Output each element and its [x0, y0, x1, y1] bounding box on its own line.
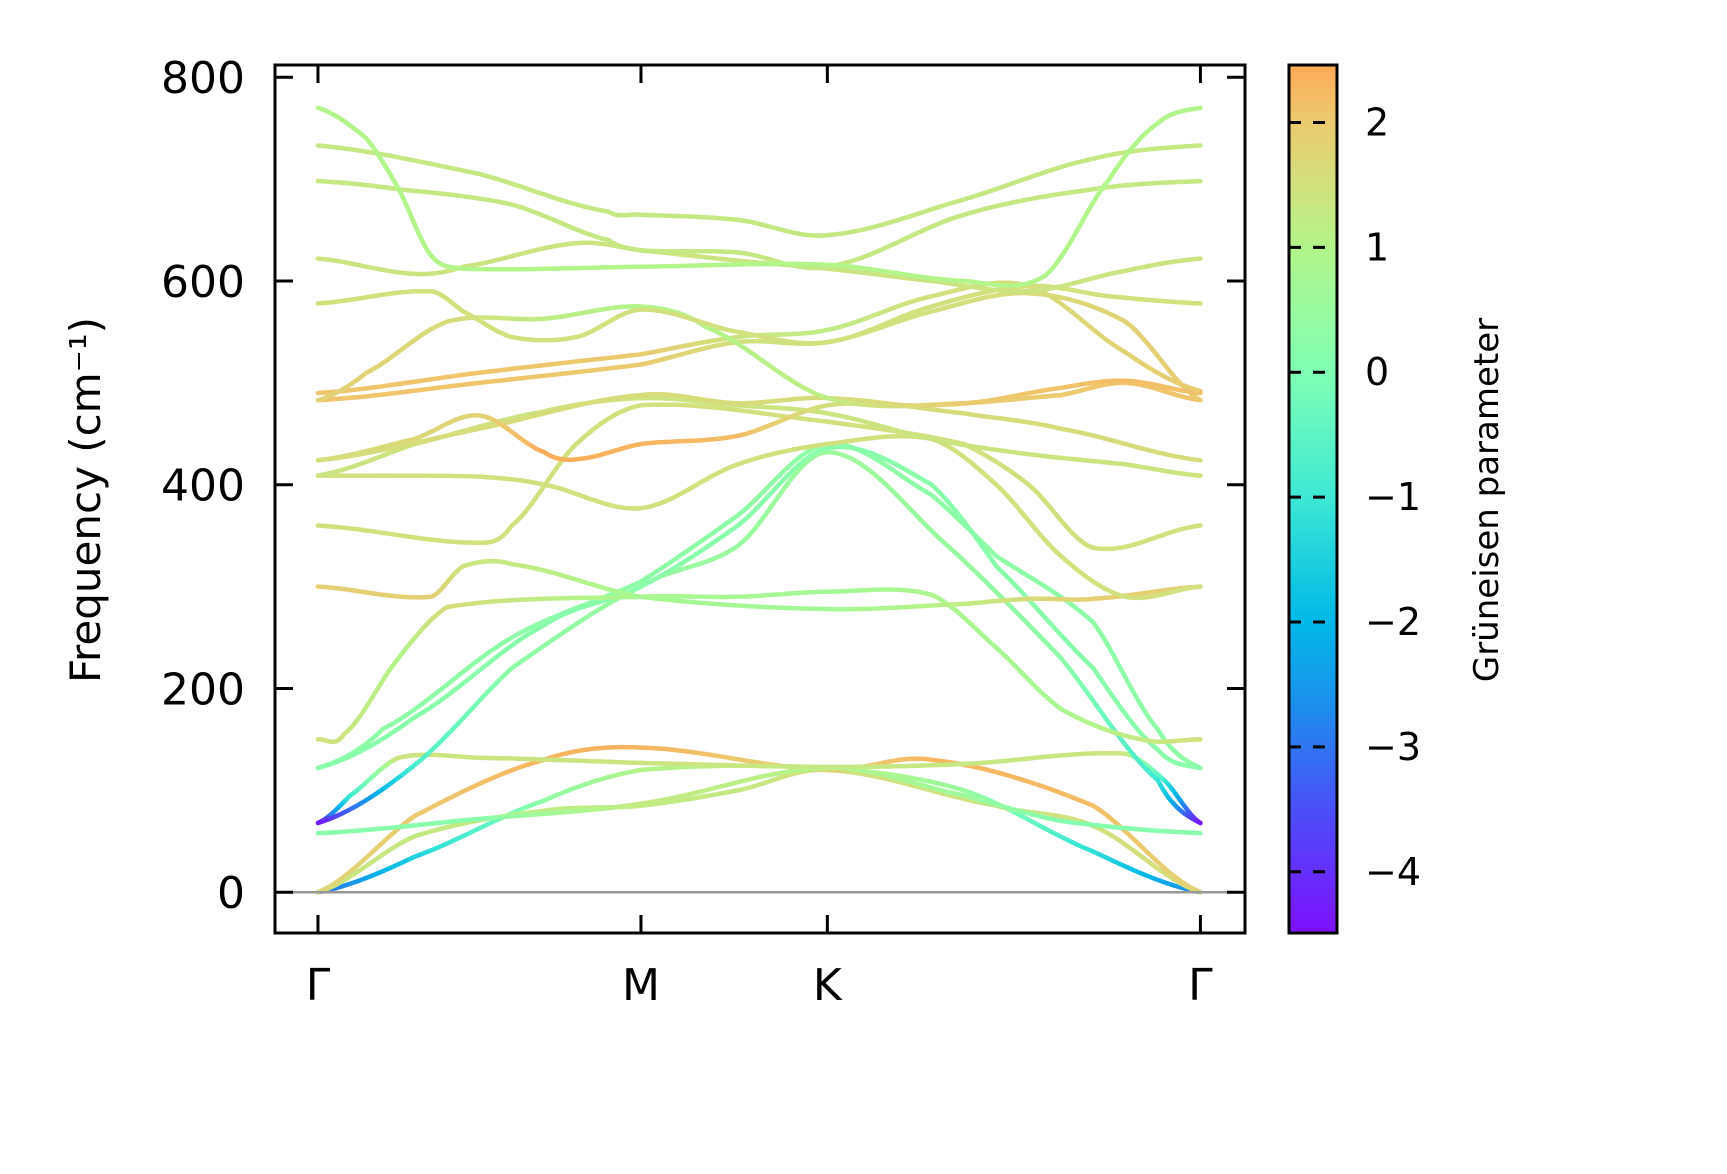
colorbar-title: Grüneisen parameter [1467, 318, 1507, 682]
y-tick-label: 600 [161, 257, 245, 308]
band-15 [315, 380, 1203, 463]
y-tick-label: 800 [161, 53, 245, 104]
band-19 [315, 283, 1203, 346]
kpoint-label: K [813, 960, 843, 1011]
y-axis-title: Frequency (cm⁻¹) [61, 317, 110, 683]
y-tick-label: 0 [217, 868, 245, 919]
band-12 [315, 433, 1203, 601]
kpoint-label: Γ [1188, 960, 1213, 1011]
band-segment [1191, 523, 1203, 529]
band-9 [315, 587, 1203, 745]
band-4 [315, 765, 1203, 836]
colorbar-tick-label: −1 [1365, 475, 1421, 519]
plot-frame [273, 63, 1247, 935]
y-tick-label: 200 [161, 664, 245, 715]
colorbar-tick-label: 1 [1365, 225, 1389, 269]
band-21 [315, 178, 1203, 271]
colorbar [1287, 63, 1339, 935]
band-lines [315, 105, 1203, 895]
band-segment [1193, 395, 1203, 403]
colorbar-tick-label: 0 [1365, 350, 1389, 394]
band-8 [315, 444, 1203, 771]
colorbar-ticks: 2 1 0 −1 −2 −3 −4 [1289, 100, 1421, 894]
kpoint-label: Γ [306, 960, 331, 1011]
y-tick-label: 400 [161, 461, 245, 512]
band-23 [315, 105, 1203, 288]
colorbar-tick-label: −4 [1365, 850, 1421, 894]
colorbar-tick-label: −3 [1365, 725, 1421, 769]
band-segment [1193, 584, 1203, 590]
colorbar-tick-label: −2 [1365, 600, 1421, 644]
band-22 [315, 143, 1203, 238]
band-10 [315, 558, 1203, 612]
colorbar-tick-label: 2 [1365, 100, 1389, 144]
kpoint-label: M [622, 960, 660, 1011]
band-segment [1189, 456, 1203, 463]
band-2 [315, 767, 1203, 895]
band-6 [315, 449, 1203, 826]
band-18 [315, 304, 1203, 409]
axes [273, 63, 1247, 935]
y-tick-labels: 0 200 400 600 800 [161, 53, 245, 919]
band-segment [1195, 765, 1203, 771]
band-13 [315, 395, 1203, 478]
band-segment [1195, 819, 1203, 826]
